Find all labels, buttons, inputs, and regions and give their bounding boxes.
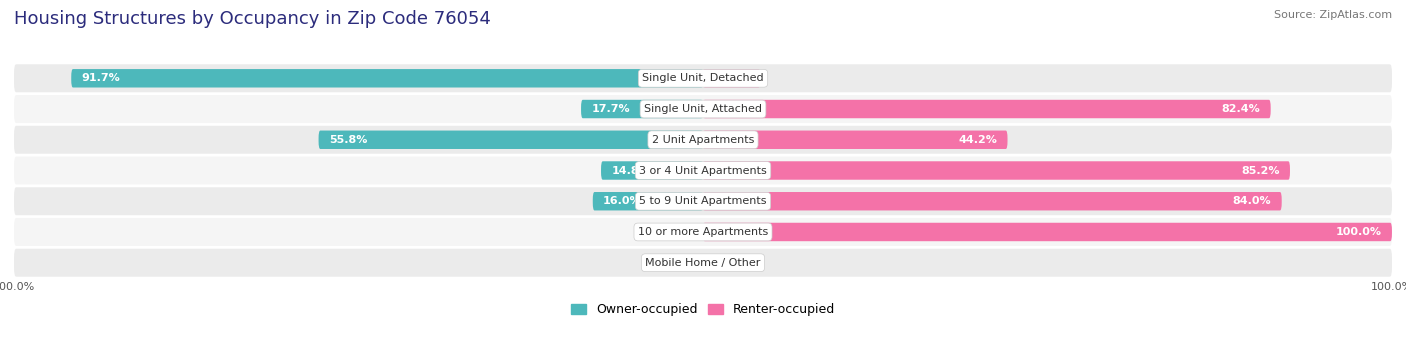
FancyBboxPatch shape [72,69,703,88]
Text: 85.2%: 85.2% [1241,165,1279,176]
Text: 55.8%: 55.8% [329,135,367,145]
FancyBboxPatch shape [600,161,703,180]
Text: 0.0%: 0.0% [717,258,745,268]
Text: 84.0%: 84.0% [1233,196,1271,206]
FancyBboxPatch shape [14,157,1392,184]
Text: 44.2%: 44.2% [959,135,997,145]
FancyBboxPatch shape [703,223,1392,241]
Text: 8.3%: 8.3% [718,73,749,83]
Text: 14.8%: 14.8% [612,165,650,176]
FancyBboxPatch shape [703,192,1282,210]
FancyBboxPatch shape [14,187,1392,215]
FancyBboxPatch shape [593,192,703,210]
Text: 0.0%: 0.0% [661,227,689,237]
Text: Single Unit, Detached: Single Unit, Detached [643,73,763,83]
FancyBboxPatch shape [703,131,1008,149]
Text: 16.0%: 16.0% [603,196,641,206]
FancyBboxPatch shape [14,218,1392,246]
FancyBboxPatch shape [581,100,703,118]
Text: 0.0%: 0.0% [661,258,689,268]
Text: 17.7%: 17.7% [592,104,630,114]
FancyBboxPatch shape [14,126,1392,154]
Text: Source: ZipAtlas.com: Source: ZipAtlas.com [1274,10,1392,20]
Text: 10 or more Apartments: 10 or more Apartments [638,227,768,237]
FancyBboxPatch shape [319,131,703,149]
FancyBboxPatch shape [703,100,1271,118]
FancyBboxPatch shape [14,249,1392,277]
Text: Housing Structures by Occupancy in Zip Code 76054: Housing Structures by Occupancy in Zip C… [14,10,491,28]
Legend: Owner-occupied, Renter-occupied: Owner-occupied, Renter-occupied [567,298,839,321]
Text: 91.7%: 91.7% [82,73,121,83]
Text: 100.0%: 100.0% [1336,227,1382,237]
FancyBboxPatch shape [14,95,1392,123]
Text: Single Unit, Attached: Single Unit, Attached [644,104,762,114]
Text: 3 or 4 Unit Apartments: 3 or 4 Unit Apartments [640,165,766,176]
FancyBboxPatch shape [703,69,761,88]
Text: 82.4%: 82.4% [1222,104,1260,114]
Text: 5 to 9 Unit Apartments: 5 to 9 Unit Apartments [640,196,766,206]
FancyBboxPatch shape [703,161,1289,180]
FancyBboxPatch shape [14,64,1392,92]
Text: Mobile Home / Other: Mobile Home / Other [645,258,761,268]
Text: 2 Unit Apartments: 2 Unit Apartments [652,135,754,145]
